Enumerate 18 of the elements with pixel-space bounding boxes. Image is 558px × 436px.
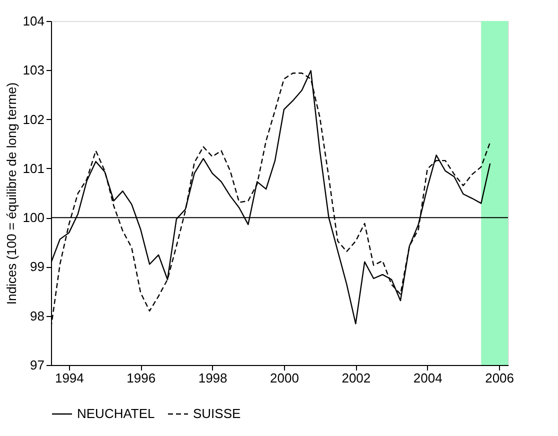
y-tick-label: 103 [22, 62, 44, 78]
x-tick-label: 1994 [54, 370, 84, 386]
x-tick-label: 2000 [270, 370, 299, 386]
x-tick-label: 1998 [198, 370, 228, 386]
x-tick-label: 2004 [413, 370, 442, 386]
y-tick-label: 101 [22, 160, 44, 176]
x-tick-label: 1996 [126, 370, 156, 386]
legend-label: SUISSE [193, 406, 242, 421]
y-tick-label: 99 [30, 259, 44, 274]
y-tick-label: 100 [22, 210, 44, 226]
y-tick-label: 97 [30, 358, 44, 372]
y-axis-title: Indices (100 = équilibre de long terme) [4, 82, 19, 305]
legend-label: NEUCHATEL [77, 406, 155, 421]
y-tick-label: 98 [30, 308, 44, 324]
y-tick-label: 104 [22, 14, 44, 28]
x-tick-label: 2002 [342, 370, 371, 386]
x-tick-label: 2006 [485, 370, 514, 386]
y-tick-label: 102 [22, 112, 44, 127]
